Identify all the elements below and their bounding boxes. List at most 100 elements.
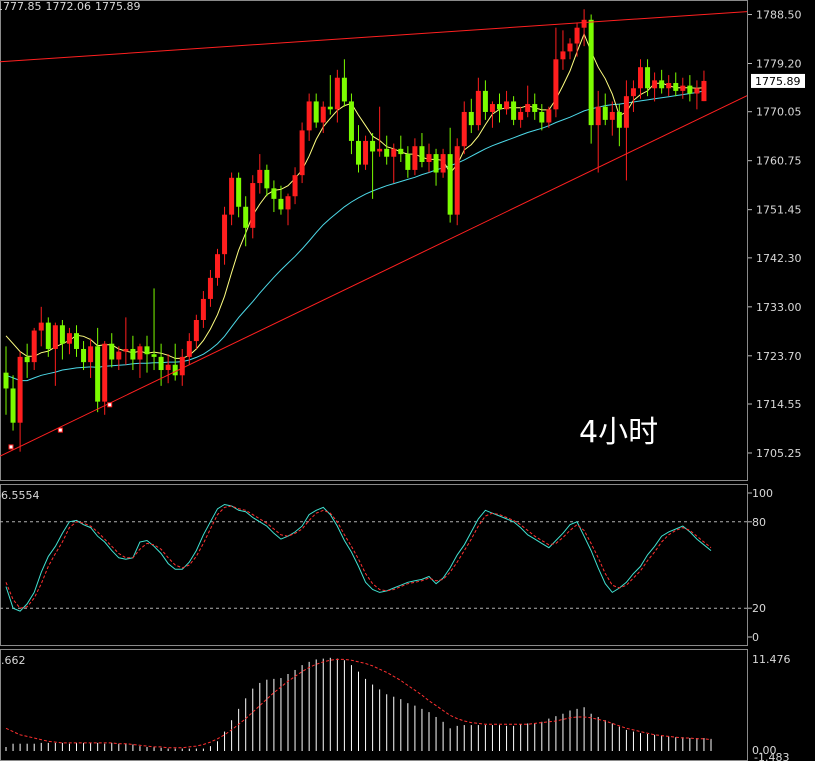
candle bbox=[666, 75, 672, 97]
header-value-2: 1775.89 bbox=[95, 0, 141, 13]
candle-body bbox=[560, 51, 566, 60]
candle-body bbox=[567, 43, 573, 52]
candle-body bbox=[454, 146, 460, 215]
candle bbox=[398, 135, 404, 162]
candle-body bbox=[334, 77, 340, 110]
candle-body bbox=[278, 198, 284, 210]
candle-body bbox=[66, 333, 72, 344]
candle-body bbox=[645, 67, 651, 89]
swing-low-marker bbox=[8, 444, 14, 450]
candle bbox=[489, 101, 495, 128]
volume-axis-tick-extra: -1.483 bbox=[754, 751, 789, 761]
candle bbox=[313, 93, 319, 128]
candle-body bbox=[74, 333, 79, 349]
candle-body bbox=[243, 206, 249, 228]
candle-body bbox=[130, 348, 136, 360]
candle-body bbox=[398, 148, 404, 155]
volume-axis-tick: 0.00 bbox=[752, 744, 777, 757]
candle bbox=[250, 175, 256, 239]
oscillator-axis: 100 80 20 0 bbox=[748, 487, 773, 644]
candle-body bbox=[673, 83, 679, 91]
candle bbox=[130, 335, 136, 371]
candle bbox=[412, 138, 418, 176]
volume-header-value: 5.662 bbox=[0, 654, 26, 667]
price-axis-tick: 1705.25 bbox=[756, 447, 802, 460]
price-axis: 1788.50 1779.20 1770.05 1760.75 1751.45 1742.… bbox=[748, 9, 805, 460]
price-axis-tick: 1742.30 bbox=[756, 252, 802, 265]
candle-body bbox=[95, 346, 101, 402]
candle-body bbox=[299, 130, 305, 176]
candle bbox=[151, 288, 157, 371]
candle-body bbox=[179, 356, 185, 376]
volume-axis: 11.476 0.00-1.483 bbox=[752, 653, 791, 761]
candle bbox=[165, 354, 171, 384]
candle-body bbox=[616, 111, 622, 128]
candle-body bbox=[313, 101, 319, 123]
price-axis-tick: 1770.05 bbox=[756, 106, 802, 119]
candle-body bbox=[623, 96, 629, 128]
candle-body bbox=[88, 346, 94, 363]
candle bbox=[109, 333, 115, 368]
candle bbox=[518, 106, 524, 128]
candle bbox=[363, 135, 369, 170]
candle-body bbox=[574, 27, 580, 44]
candle-body bbox=[356, 140, 361, 165]
candle-body bbox=[236, 177, 242, 207]
oscillator-axis-tick: 100 bbox=[752, 487, 773, 500]
candle-body bbox=[426, 154, 432, 162]
oscillator-plot bbox=[0, 503, 747, 612]
candle bbox=[66, 327, 72, 355]
candle bbox=[243, 196, 249, 247]
price-axis-tick: 1779.20 bbox=[756, 58, 802, 71]
upper-trendline bbox=[0, 11, 748, 63]
price-axis-tick: 1751.45 bbox=[756, 204, 802, 217]
candle bbox=[24, 343, 30, 378]
header-value-1: 1772.06 bbox=[46, 0, 92, 13]
candle-body bbox=[694, 88, 700, 94]
candle-body bbox=[341, 77, 347, 102]
candle-body bbox=[701, 80, 707, 102]
candle-body bbox=[595, 106, 601, 126]
candle bbox=[179, 348, 185, 386]
ma-slow-line bbox=[5, 90, 705, 382]
oscillator-axis-tick: 80 bbox=[752, 516, 766, 529]
candle-body bbox=[482, 90, 488, 112]
candle bbox=[595, 90, 601, 173]
candle bbox=[560, 30, 566, 70]
candle bbox=[447, 127, 453, 223]
oscillator-panel-frame bbox=[0, 484, 748, 646]
candle-body bbox=[31, 330, 37, 363]
candle bbox=[370, 133, 376, 199]
candle-body bbox=[405, 154, 411, 170]
candle bbox=[468, 98, 474, 134]
candle-body bbox=[518, 111, 524, 120]
candle bbox=[271, 180, 277, 213]
candle bbox=[102, 341, 108, 415]
candle-body bbox=[419, 146, 425, 162]
candle-body bbox=[652, 80, 658, 89]
candle-body bbox=[285, 196, 291, 210]
candle bbox=[525, 85, 531, 118]
candle-body bbox=[158, 356, 164, 371]
candle bbox=[630, 80, 636, 112]
candle-body bbox=[581, 19, 587, 28]
candle bbox=[602, 93, 608, 126]
candle-body bbox=[539, 111, 545, 123]
candle bbox=[334, 69, 340, 123]
lower-trendline bbox=[0, 95, 748, 457]
price-panel-frame bbox=[0, 0, 748, 481]
candle bbox=[285, 193, 291, 226]
candle-body bbox=[222, 214, 228, 255]
candle-body bbox=[588, 19, 594, 126]
swing-low-marker bbox=[57, 427, 63, 433]
candle bbox=[81, 341, 87, 371]
candle-body bbox=[440, 154, 446, 173]
candle bbox=[609, 101, 615, 136]
candle-body bbox=[553, 59, 559, 110]
candle bbox=[264, 164, 270, 197]
candle-body bbox=[609, 111, 615, 120]
candle-body bbox=[363, 140, 369, 165]
candle-body bbox=[680, 85, 686, 91]
candle-body bbox=[10, 388, 16, 423]
